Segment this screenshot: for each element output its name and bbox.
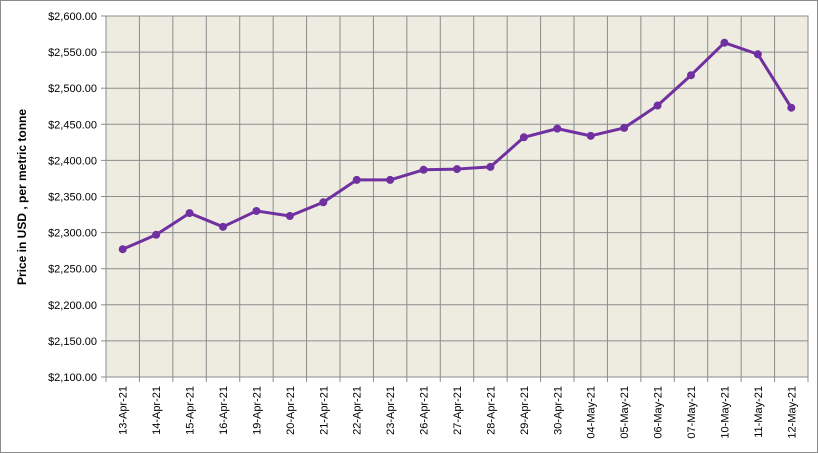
y-tick-label: $2,200.00 [48, 300, 97, 312]
x-tick-label: 12-May-21 [786, 386, 798, 439]
x-tick-label: 28-Apr-21 [485, 386, 497, 435]
data-point [453, 165, 461, 174]
x-tick-label: 06-May-21 [653, 386, 665, 439]
y-tick-label: $2,350.00 [48, 192, 97, 204]
data-point [252, 206, 261, 215]
data-point [653, 101, 662, 110]
data-point [319, 198, 328, 207]
x-tick-label: 23-Apr-21 [385, 386, 397, 435]
data-point [285, 211, 294, 220]
data-point [386, 175, 395, 184]
data-point [486, 162, 495, 171]
y-axis-tick-labels: $2,100.00 $2,150.00 $2,200.00 $2,250.00 $2,3… [48, 11, 97, 384]
x-tick-label: 29-Apr-21 [519, 386, 531, 435]
data-point [753, 50, 762, 59]
x-tick-label: 04-May-21 [586, 386, 598, 439]
y-tick-label: $2,100.00 [48, 372, 97, 384]
data-point [787, 103, 796, 112]
x-tick-label: 15-Apr-21 [185, 386, 197, 435]
x-tick-label: 22-Apr-21 [352, 386, 364, 435]
data-point [185, 209, 194, 218]
x-tick-label: 20-Apr-21 [285, 386, 297, 435]
y-tick-label: $2,400.00 [48, 155, 97, 167]
grid-lines [101, 15, 809, 382]
y-tick-label: $2,250.00 [48, 264, 97, 276]
y-tick-label: $2,500.00 [48, 83, 97, 95]
data-point [519, 133, 528, 142]
x-tick-label: 10-May-21 [719, 386, 731, 439]
data-point [352, 175, 361, 184]
data-point [219, 222, 227, 231]
y-tick-label: $2,600.00 [48, 11, 97, 23]
x-tick-label: 11-May-21 [753, 386, 765, 438]
data-point [419, 165, 428, 174]
x-tick-label: 21-Apr-21 [318, 386, 330, 435]
y-tick-label: $2,300.00 [48, 228, 97, 240]
x-tick-label: 26-Apr-21 [419, 386, 431, 435]
y-axis-title: Price in USD , per metric tonne [15, 109, 29, 285]
x-tick-label: 19-Apr-21 [251, 386, 263, 435]
x-tick-label: 07-May-21 [686, 386, 698, 439]
data-point [687, 71, 695, 80]
x-tick-label: 05-May-21 [619, 386, 631, 439]
data-point [620, 123, 629, 132]
x-tick-label: 16-Apr-21 [218, 386, 230, 435]
x-axis-tick-labels: 13-Apr-21 14-Apr-21 15-Apr-21 16-Apr-21 19-A… [118, 386, 799, 439]
x-tick-label: 14-Apr-21 [151, 386, 163, 435]
x-tick-label: 13-Apr-21 [118, 386, 130, 435]
x-tick-label: 30-Apr-21 [552, 386, 564, 435]
x-tick-label: 27-Apr-21 [452, 386, 464, 435]
data-point [586, 131, 595, 140]
y-tick-label: $2,150.00 [48, 336, 97, 348]
data-point [720, 38, 729, 47]
data-point [553, 124, 562, 133]
y-tick-label: $2,550.00 [48, 47, 97, 59]
data-point [152, 230, 161, 239]
series-layer [118, 38, 796, 254]
data-point [118, 245, 127, 254]
y-tick-label: $2,450.00 [48, 119, 97, 131]
